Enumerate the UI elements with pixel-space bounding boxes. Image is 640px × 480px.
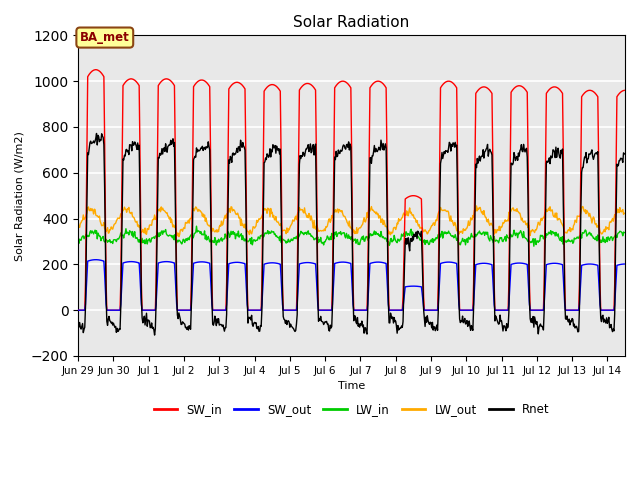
SW_in bbox=[571, 307, 579, 313]
LW_out bbox=[473, 203, 481, 209]
Line: LW_out: LW_out bbox=[43, 206, 624, 237]
Rnet bbox=[93, 131, 100, 136]
LW_in bbox=[608, 234, 616, 240]
SW_out bbox=[571, 307, 579, 313]
SW_out bbox=[360, 307, 368, 313]
Rnet bbox=[424, 318, 432, 324]
SW_out bbox=[607, 307, 615, 313]
LW_in bbox=[360, 238, 368, 244]
LW_in bbox=[470, 235, 478, 240]
Title: Solar Radiation: Solar Radiation bbox=[294, 15, 410, 30]
LW_out bbox=[39, 224, 47, 230]
SW_in bbox=[431, 307, 439, 313]
LW_in bbox=[572, 236, 580, 242]
Rnet bbox=[39, 319, 47, 325]
LW_out bbox=[424, 231, 431, 237]
Text: BA_met: BA_met bbox=[80, 31, 130, 44]
LW_out bbox=[175, 234, 182, 240]
LW_out bbox=[470, 208, 478, 214]
Line: SW_in: SW_in bbox=[43, 70, 624, 310]
SW_out bbox=[470, 288, 478, 294]
Rnet bbox=[620, 151, 628, 157]
SW_in bbox=[607, 307, 615, 313]
SW_out bbox=[431, 307, 439, 313]
Rnet bbox=[361, 325, 369, 331]
LW_out bbox=[608, 217, 616, 223]
LW_out bbox=[620, 210, 628, 216]
SW_out bbox=[92, 257, 100, 263]
LW_out bbox=[572, 218, 580, 224]
LW_in bbox=[530, 243, 538, 249]
LW_in bbox=[424, 238, 431, 243]
LW_in bbox=[620, 230, 628, 236]
SW_out bbox=[39, 307, 47, 313]
Rnet bbox=[572, 324, 580, 330]
SW_in bbox=[39, 307, 47, 313]
Rnet bbox=[432, 325, 440, 331]
LW_out bbox=[431, 219, 439, 225]
SW_out bbox=[424, 307, 431, 313]
LW_in bbox=[39, 237, 47, 242]
LW_in bbox=[193, 223, 200, 229]
SW_in bbox=[470, 214, 478, 220]
SW_in bbox=[360, 307, 368, 313]
LW_out bbox=[360, 215, 368, 221]
Legend: SW_in, SW_out, LW_in, LW_out, Rnet: SW_in, SW_out, LW_in, LW_out, Rnet bbox=[148, 398, 554, 420]
SW_out bbox=[620, 261, 628, 267]
Rnet bbox=[608, 326, 616, 332]
Rnet bbox=[151, 332, 159, 338]
Line: Rnet: Rnet bbox=[43, 133, 624, 335]
SW_in bbox=[620, 87, 628, 93]
Line: LW_in: LW_in bbox=[43, 226, 624, 246]
SW_in bbox=[424, 307, 431, 313]
Line: SW_out: SW_out bbox=[43, 260, 624, 310]
SW_in bbox=[92, 67, 100, 72]
X-axis label: Time: Time bbox=[338, 381, 365, 391]
Y-axis label: Solar Radiation (W/m2): Solar Radiation (W/m2) bbox=[15, 131, 25, 261]
Rnet bbox=[471, 205, 479, 211]
LW_in bbox=[431, 236, 439, 242]
